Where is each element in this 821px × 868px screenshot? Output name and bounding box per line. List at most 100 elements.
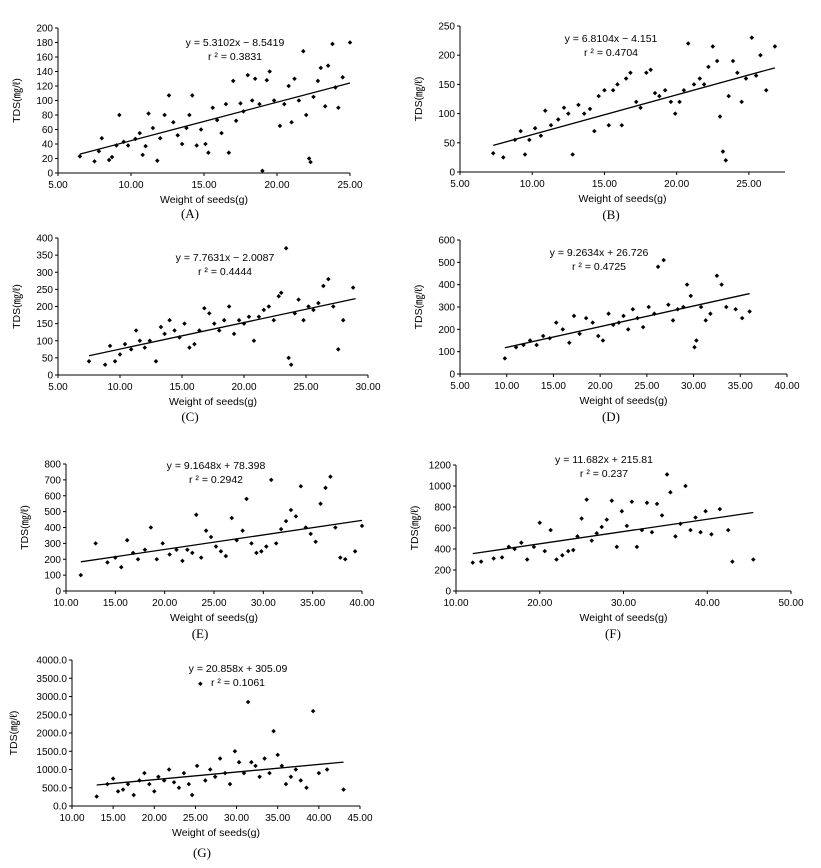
data-point	[92, 159, 97, 164]
data-point	[240, 528, 245, 533]
data-point	[560, 553, 565, 558]
data-point	[610, 87, 616, 93]
data-point	[688, 527, 693, 533]
y-tick-label: 80	[42, 111, 54, 122]
x-tick-label: 40.00	[695, 598, 720, 609]
data-point	[128, 347, 134, 352]
data-point	[162, 112, 167, 118]
data-point	[271, 728, 276, 734]
data-point	[202, 305, 207, 311]
data-point	[212, 774, 218, 780]
y-axis-label: TDS(㎎/ℓ)	[11, 78, 23, 123]
data-point	[293, 767, 299, 772]
data-point	[625, 327, 631, 332]
data-point	[271, 98, 277, 103]
y-tick-label: 700	[44, 475, 61, 486]
data-point	[106, 157, 112, 163]
y-tick-label: 50	[42, 353, 54, 364]
data-point	[694, 338, 699, 343]
regression-equation: y = 9.1648x + 78.398	[167, 460, 266, 472]
x-axis-label: Weight of seeds(g)	[580, 395, 668, 407]
data-point	[710, 44, 716, 49]
data-point	[692, 344, 697, 350]
data-point	[230, 78, 236, 84]
y-tick-label: 100	[44, 571, 61, 582]
data-point	[735, 70, 740, 75]
x-tick-label: 25.00	[736, 179, 761, 190]
data-point	[491, 556, 496, 561]
data-point	[565, 548, 571, 554]
y-tick-label: 100	[438, 347, 455, 358]
data-point	[273, 541, 279, 546]
data-point	[673, 534, 678, 539]
data-point	[278, 290, 284, 296]
data-point	[720, 149, 726, 154]
data-point	[583, 315, 589, 321]
panel-label: (E)	[192, 626, 209, 641]
data-point	[150, 125, 156, 131]
panel-label: (F)	[605, 626, 621, 641]
x-axis-label: Weight of seeds(g)	[579, 193, 667, 205]
data-point	[193, 512, 199, 518]
data-point	[677, 99, 682, 105]
x-tick-label: 20.00	[264, 180, 289, 191]
x-tick-label: 50.00	[778, 598, 803, 609]
data-point	[117, 112, 122, 118]
data-point	[264, 77, 270, 83]
x-tick-label: 15.00	[169, 382, 194, 393]
data-point	[135, 556, 141, 562]
trend-line	[96, 761, 344, 786]
data-point	[478, 559, 484, 564]
data-point	[652, 90, 658, 96]
data-point	[599, 524, 604, 530]
data-point	[584, 497, 589, 502]
data-point	[570, 152, 575, 157]
data-point	[596, 333, 601, 339]
x-axis-label: Weight of seeds(g)	[170, 612, 258, 624]
x-tick-label: 20.00	[142, 813, 167, 824]
y-tick-label: 180	[36, 38, 53, 49]
data-point	[723, 158, 729, 163]
data-point	[142, 547, 148, 552]
y-tick-label: 2000.0	[36, 729, 67, 740]
data-point	[118, 564, 124, 570]
data-point	[664, 472, 670, 477]
panel-g: 0.0 500.0 1000.0 1500.0 2000.0 2500.0 3000.0 35…	[8, 656, 373, 861]
data-point	[244, 496, 249, 502]
data-point	[749, 35, 755, 40]
data-point	[260, 168, 265, 174]
x-tick-label: 30.00	[355, 382, 380, 393]
data-point	[112, 359, 118, 364]
data-point	[717, 506, 723, 512]
y-tick-label: 20	[42, 154, 54, 165]
data-point	[703, 508, 708, 514]
y-tick-label: 150	[36, 319, 53, 330]
regression-equation: y = 7.7631x − 2.0087	[176, 252, 275, 264]
trend-line	[504, 292, 750, 349]
data-point	[318, 501, 323, 506]
data-point	[278, 526, 284, 532]
data-point	[190, 93, 195, 98]
data-point	[326, 276, 331, 282]
data-point	[219, 130, 224, 136]
data-point	[223, 101, 229, 107]
x-tick-label: 10.00	[118, 180, 143, 191]
data-point	[167, 317, 172, 323]
data-point	[257, 101, 262, 107]
regression-equation: y = 6.8104x − 4.151	[565, 33, 658, 45]
x-tick-label: 30.00	[681, 381, 706, 392]
data-point	[662, 87, 668, 93]
data-point	[352, 549, 358, 554]
data-point	[633, 99, 639, 105]
data-point	[221, 317, 227, 323]
x-tick-label: 5.00	[450, 179, 470, 190]
x-tick-label: 15.00	[101, 813, 126, 824]
data-point	[554, 557, 559, 562]
data-point	[293, 514, 299, 519]
data-point	[187, 345, 192, 350]
x-tick-label: 20.00	[231, 382, 256, 393]
data-point	[283, 246, 289, 251]
data-point	[288, 507, 294, 513]
data-point	[99, 135, 105, 141]
data-point	[93, 541, 98, 546]
